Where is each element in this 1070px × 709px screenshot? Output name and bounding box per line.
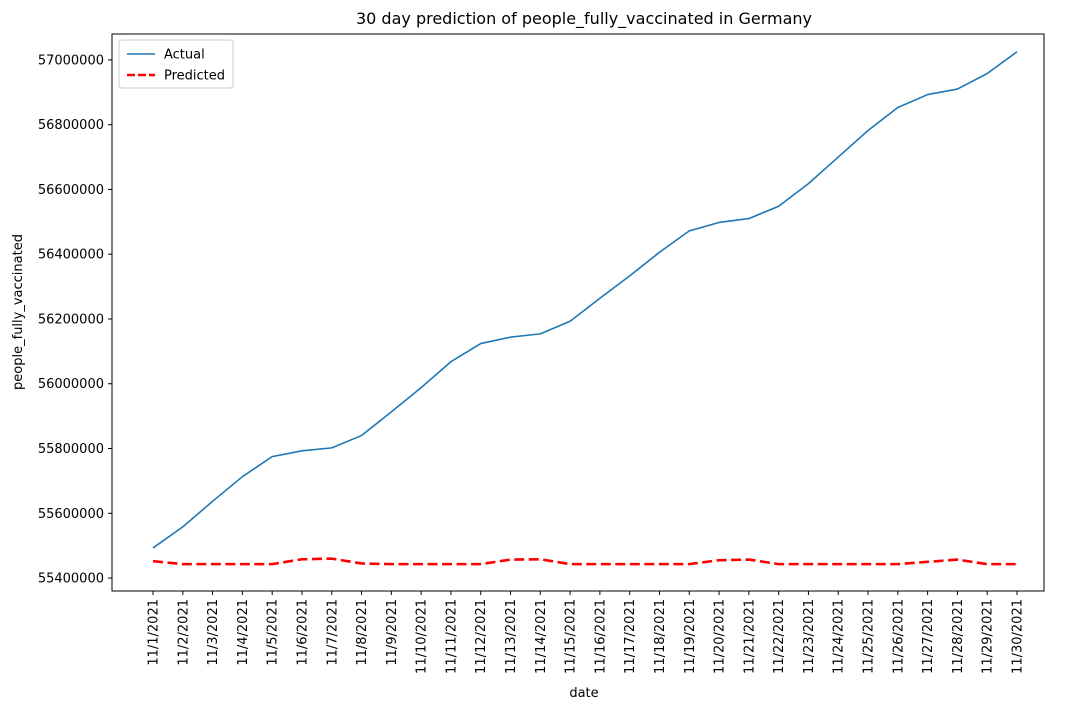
x-tick-label: 11/1/2021 [147,599,162,666]
x-tick-label: 11/24/2021 [832,599,847,674]
x-axis: 11/1/2021 11/2/2021 11/3/2021 11/4/2021 11/5… [147,591,1026,674]
x-tick-label: 11/20/2021 [713,599,728,674]
x-tick-label: 11/14/2021 [534,599,549,674]
x-tick-label: 11/5/2021 [266,599,281,666]
x-tick-label: 11/9/2021 [385,599,400,666]
chart-title: 30 day prediction of people_fully_vaccin… [356,9,812,29]
x-tick-label: 11/21/2021 [742,599,757,674]
x-tick-label: 11/28/2021 [951,599,966,674]
series-line-actual [152,51,1018,549]
y-tick-label: 57000000 [38,53,104,68]
x-tick-label: 11/13/2021 [504,599,519,674]
y-tick-label: 55800000 [38,442,104,457]
y-tick-label: 56600000 [38,183,104,198]
x-tick-label: 11/30/2021 [1011,599,1026,674]
legend-label-predicted: Predicted [164,69,225,84]
x-tick-label: 11/23/2021 [802,599,817,674]
x-tick-label: 11/10/2021 [415,599,430,674]
x-tick-label: 11/18/2021 [653,599,668,674]
x-tick-label: 11/29/2021 [981,599,996,674]
y-tick-label: 56800000 [38,118,104,133]
x-tick-label: 11/25/2021 [862,599,877,674]
y-tick-label: 55400000 [38,572,104,587]
x-axis-label: date [569,686,598,701]
x-tick-label: 11/2/2021 [176,599,191,666]
y-tick-label: 56200000 [38,312,104,327]
x-tick-label: 11/26/2021 [891,599,906,674]
x-tick-label: 11/6/2021 [295,599,310,666]
legend-label-actual: Actual [164,48,205,63]
x-tick-label: 11/11/2021 [444,599,459,674]
x-tick-label: 11/12/2021 [474,599,489,674]
x-tick-label: 11/22/2021 [772,599,787,674]
x-tick-label: 11/8/2021 [355,599,370,666]
x-tick-label: 11/17/2021 [623,599,638,674]
y-tick-label: 56000000 [38,377,104,392]
plot-area [152,51,1018,566]
x-tick-label: 11/15/2021 [564,599,579,674]
x-tick-label: 11/16/2021 [593,599,608,674]
x-tick-label: 11/4/2021 [236,599,251,666]
x-tick-label: 11/19/2021 [683,599,698,674]
plot-frame [111,33,1045,592]
y-tick-label: 55600000 [38,507,104,522]
series-line-predicted [152,557,1017,566]
y-axis: 55400000 55600000 55800000 56000000 56200000… [38,53,112,587]
legend-box [118,39,234,89]
legend: Actual Predicted [118,39,234,89]
x-tick-label: 11/3/2021 [206,599,221,666]
y-axis-label: people_fully_vaccinated [11,234,26,390]
x-tick-label: 11/27/2021 [921,599,936,674]
x-tick-label: 11/7/2021 [325,599,340,666]
y-tick-label: 56400000 [38,248,104,263]
